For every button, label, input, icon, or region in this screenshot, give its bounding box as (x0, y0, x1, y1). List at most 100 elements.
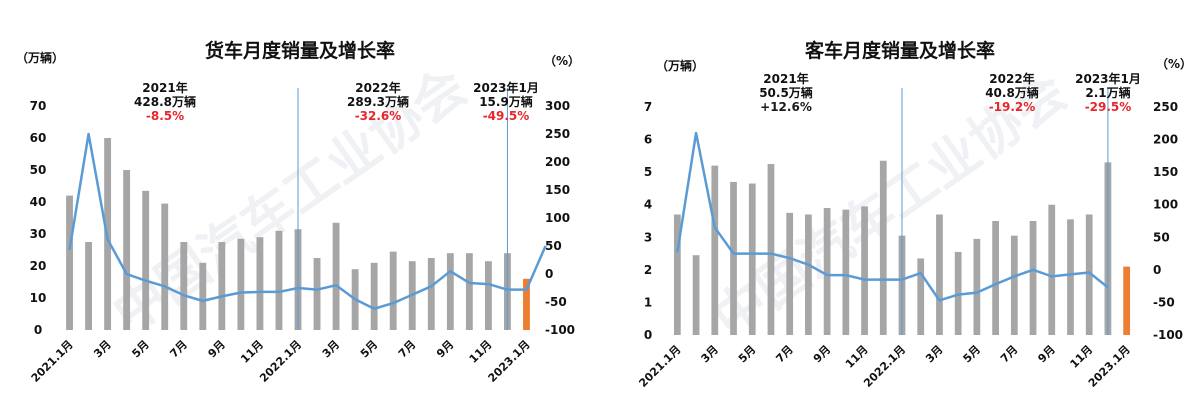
sales-bar (1029, 221, 1037, 335)
left-axis-tick-label: 1 (644, 295, 652, 309)
annotation-year: 2022年 (989, 71, 1034, 86)
annotation-total: 15.9万辆 (479, 94, 533, 109)
sales-bar (446, 253, 454, 330)
right-axis-unit: （%） (1156, 56, 1192, 71)
sales-bar (673, 214, 681, 335)
growth-rate-line (676, 131, 1109, 302)
sales-bar (161, 203, 169, 330)
sales-bar (842, 209, 850, 335)
left-axis-tick-label: 10 (30, 291, 47, 305)
x-axis-tick-label: 7月 (998, 343, 1020, 365)
x-axis-tick-label: 11月 (843, 343, 871, 371)
annotation-year: 2021年 (763, 71, 808, 86)
annotation-year: 2023年1月 (1075, 71, 1141, 86)
growth-rate-line (68, 132, 547, 310)
left-axis-tick-label: 7 (644, 100, 652, 114)
right-axis-tick-label: 100 (545, 211, 570, 225)
sales-bar (973, 238, 981, 335)
right-axis-tick-label: 50 (545, 239, 562, 253)
latest-month-bar (1123, 266, 1131, 335)
sales-bar (1048, 204, 1056, 335)
sales-bar (218, 242, 226, 330)
bus-sales-chart: 中国汽车工业协会 客车月度销量及增长率 （万辆） （%） 01234567-10… (636, 39, 1192, 390)
sales-bar (1085, 214, 1093, 335)
sales-bar (730, 181, 737, 335)
sales-bar (1010, 235, 1018, 335)
x-axis-tick-label: 9月 (1035, 343, 1057, 365)
sales-bar (123, 170, 131, 330)
left-axis-tick-label: 5 (644, 165, 652, 179)
x-axis-tick-label: 9月 (811, 343, 833, 365)
right-axis-tick-label: 200 (545, 155, 570, 169)
right-axis-tick-label: 250 (1153, 100, 1178, 114)
sales-bar (1067, 219, 1074, 335)
right-axis-tick-label: 50 (1153, 230, 1170, 244)
x-axis-tick-label: 5月 (129, 338, 151, 360)
x-axis-tick-label: 11月 (467, 338, 495, 366)
x-axis-tick-label: 2022.1月 (257, 338, 304, 385)
right-axis-tick-label: 150 (1153, 165, 1178, 179)
sales-bar (370, 262, 378, 330)
right-axis-tick-label: 0 (1153, 263, 1161, 277)
sales-bar (861, 206, 868, 335)
sales-bar (85, 242, 92, 330)
right-axis-unit: （%） (544, 53, 580, 68)
annotation-growth: -8.5% (146, 109, 184, 123)
annotation-year: 2023年1月 (473, 80, 539, 95)
left-axis-tick-label: 20 (30, 259, 47, 273)
annotation-total: 2.1万辆 (1085, 85, 1130, 100)
right-axis-tick-label: -50 (1153, 295, 1175, 309)
left-axis-tick-label: 4 (644, 198, 652, 212)
sales-bar (332, 222, 340, 330)
left-axis-tick-label: 0 (644, 328, 652, 342)
sales-bar (992, 221, 999, 335)
chart-title: 客车月度销量及增长率 (805, 39, 995, 62)
x-axis-tick-label: 7月 (396, 338, 418, 360)
right-axis-tick-label: -100 (1153, 328, 1183, 342)
x-axis-tick-label: 9月 (434, 338, 456, 360)
x-axis-tick-label: 3月 (320, 338, 342, 360)
right-axis-tick-label: -100 (545, 323, 575, 337)
x-axis-tick-label: 3月 (923, 343, 945, 365)
sales-bar (465, 253, 473, 330)
right-axis-tick-label: 150 (545, 183, 570, 197)
left-axis-unit: （万辆） (656, 58, 704, 73)
sales-bar (692, 255, 700, 335)
right-axis-tick-label: 0 (545, 267, 553, 281)
x-axis-tick-label: 11月 (238, 338, 266, 366)
x-axis-tick-label: 9月 (206, 338, 228, 360)
sales-bar (917, 258, 925, 335)
left-axis-tick-label: 2 (644, 263, 652, 277)
sales-bar (711, 165, 719, 335)
sales-bar (275, 230, 283, 330)
x-axis-tick-label: 2021.1月 (636, 343, 683, 390)
x-axis-tick-label: 3月 (699, 343, 721, 365)
sales-bar (427, 258, 435, 330)
annotation-total: 289.3万辆 (347, 94, 409, 109)
sales-bar (786, 212, 794, 335)
right-axis-tick-label: 300 (545, 99, 570, 113)
left-axis-unit: （万辆） (16, 50, 64, 65)
left-axis-tick-label: 3 (644, 230, 652, 244)
annotation-total: 50.5万辆 (759, 85, 813, 100)
sales-bar (879, 160, 887, 335)
x-axis-tick-label: 2023.1月 (486, 338, 533, 385)
sales-bar (823, 207, 831, 335)
sales-bar (805, 214, 812, 335)
left-axis-tick-label: 30 (30, 227, 47, 241)
x-axis-tick-label: 11月 (1068, 343, 1096, 371)
sales-bar (237, 238, 245, 330)
sales-bar (389, 251, 397, 330)
annotation-year: 2022年 (355, 80, 400, 95)
truck-sales-chart: 中国汽车工业协会 货车月度销量及增长率 （万辆） （%） 01020304050… (16, 39, 580, 385)
right-axis-tick-label: 200 (1153, 133, 1178, 147)
latest-month-bar (523, 278, 530, 330)
sales-bar (767, 164, 775, 335)
sales-bar (936, 214, 943, 335)
